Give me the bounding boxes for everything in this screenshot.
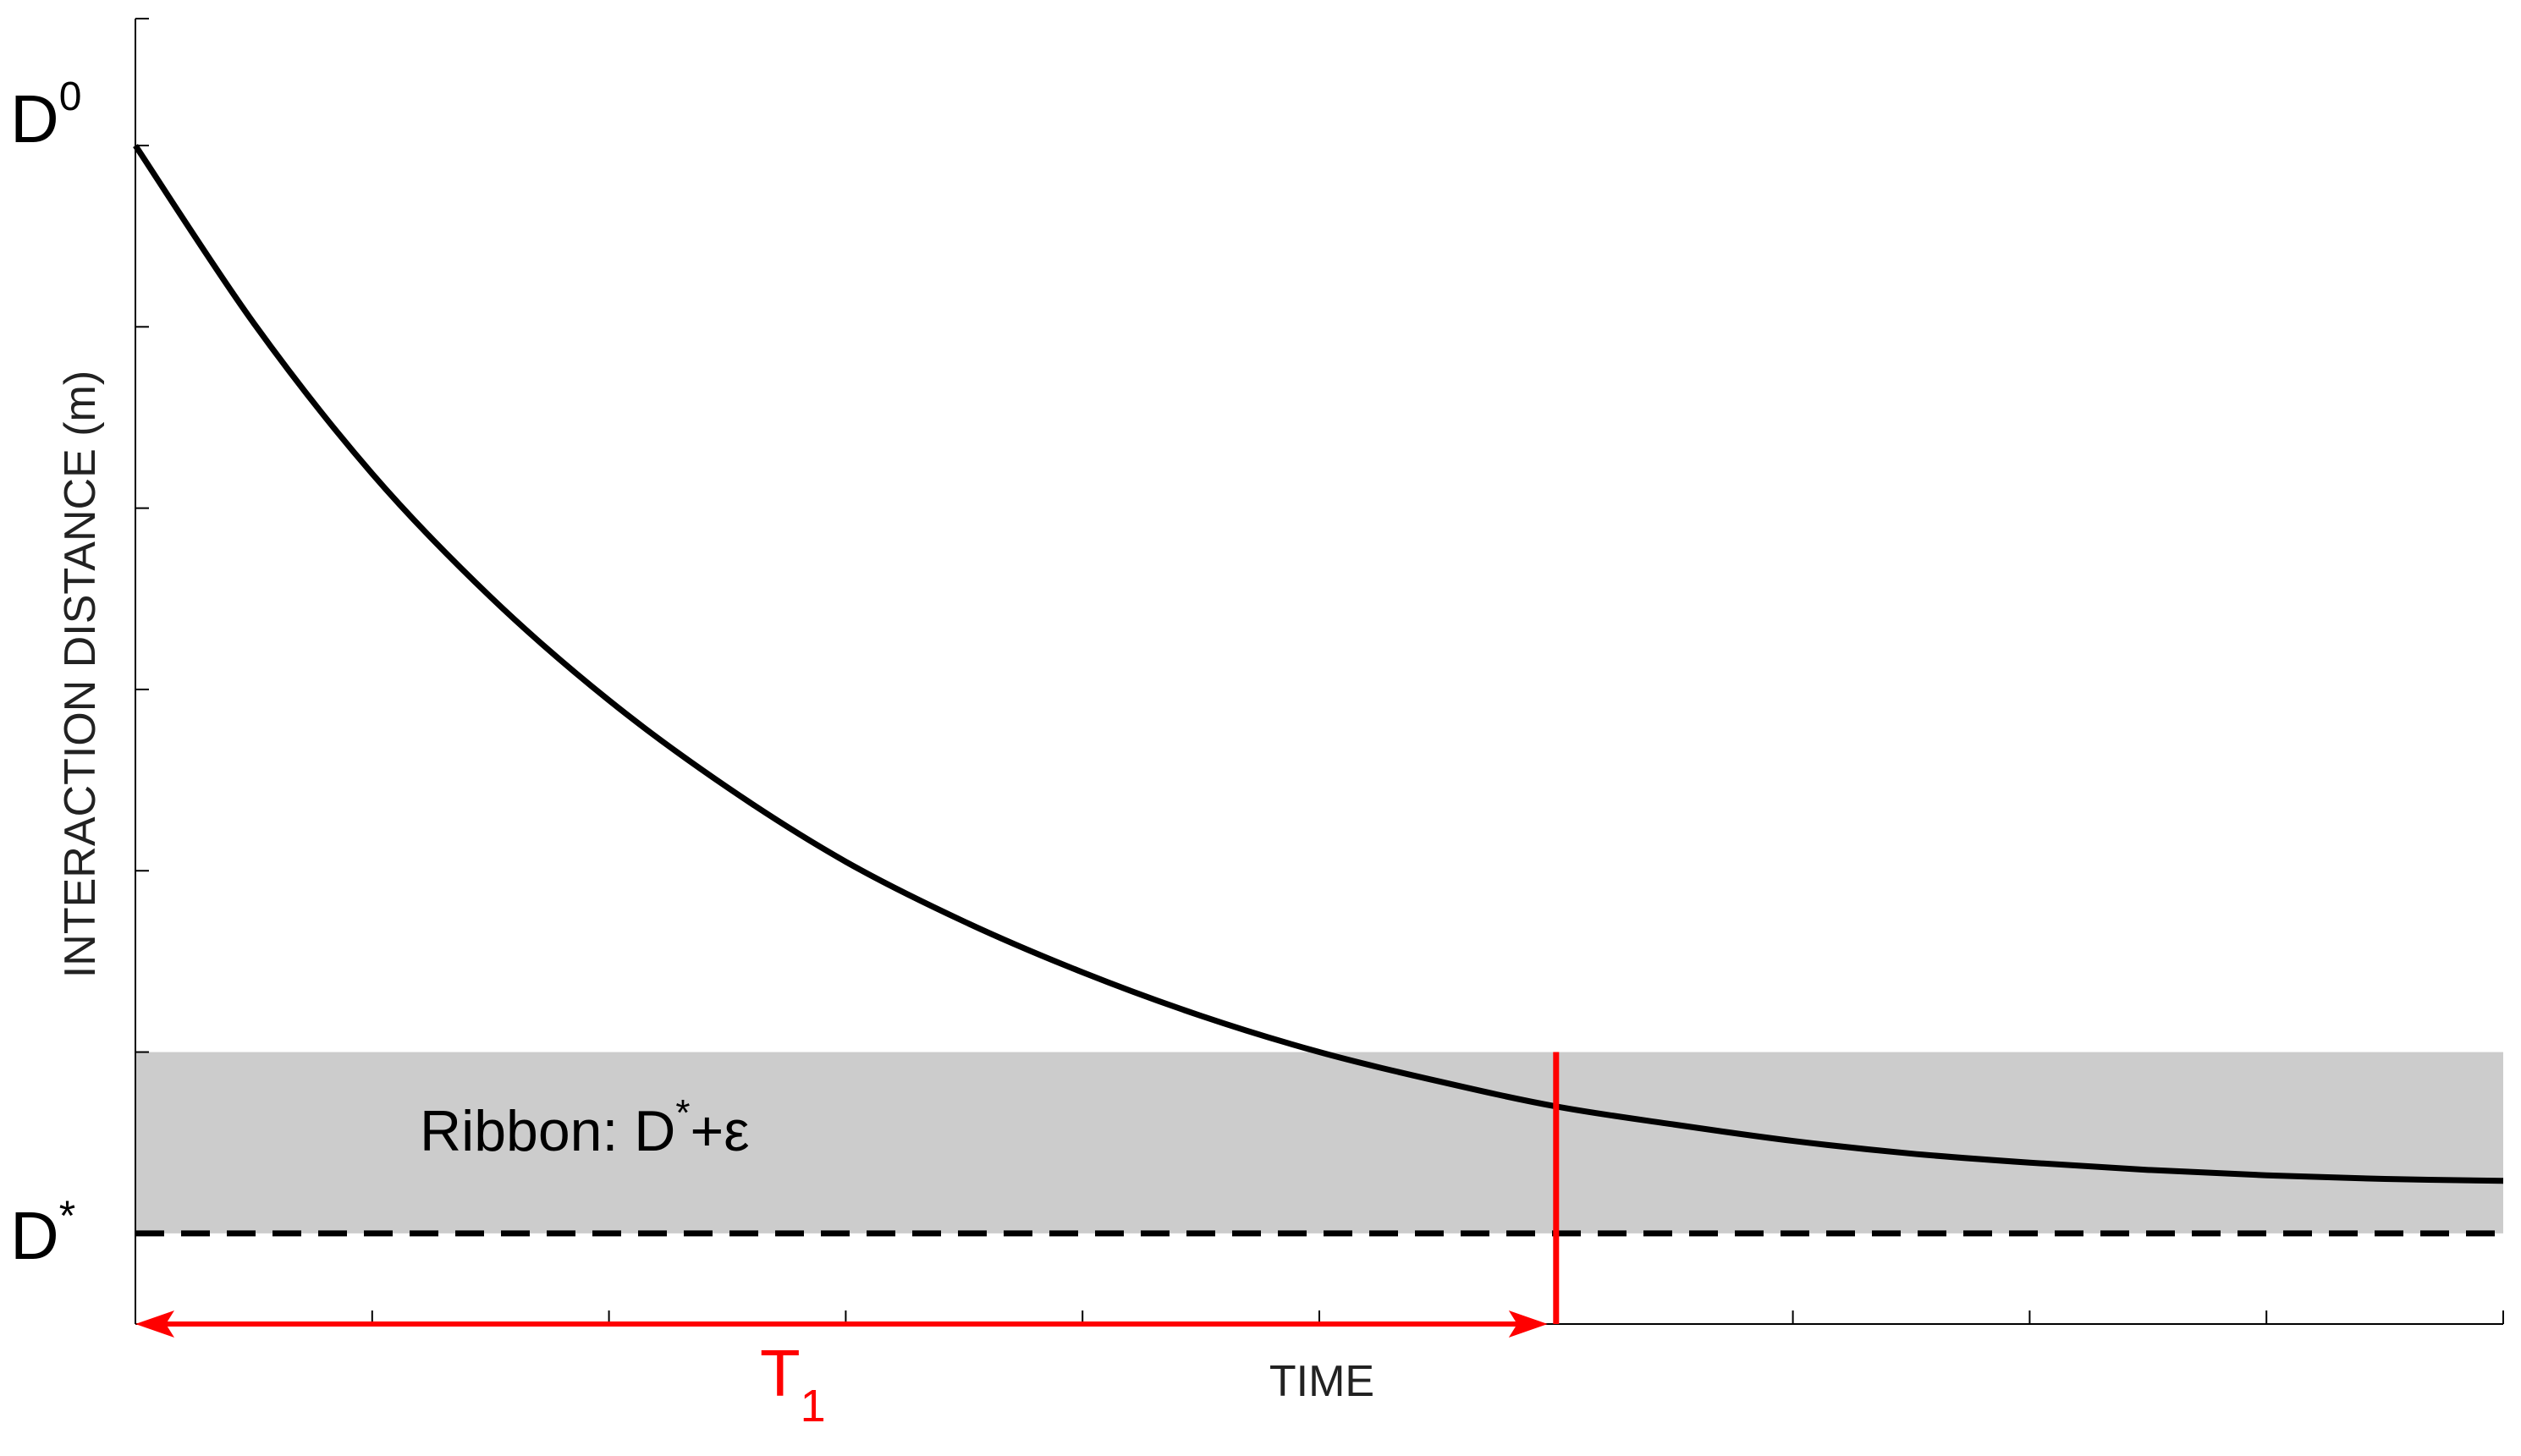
t1-arrow-head-right xyxy=(1508,1310,1548,1338)
t1-label: T1 xyxy=(760,1336,826,1431)
d-zero-label: D0 xyxy=(10,74,81,157)
d-star-label: D* xyxy=(10,1192,75,1273)
y-ticks xyxy=(135,18,149,1234)
t1-arrow xyxy=(135,1310,1548,1338)
t1-arrow-head-left xyxy=(135,1310,174,1338)
decay-curve xyxy=(133,144,2504,1184)
ribbon-label: Ribbon: D*+ε xyxy=(420,1092,750,1163)
ribbon-band xyxy=(135,1052,2503,1233)
y-axis-label: INTERACTION DISTANCE (m) xyxy=(56,371,105,978)
x-axis-label: TIME xyxy=(1269,1357,1374,1406)
